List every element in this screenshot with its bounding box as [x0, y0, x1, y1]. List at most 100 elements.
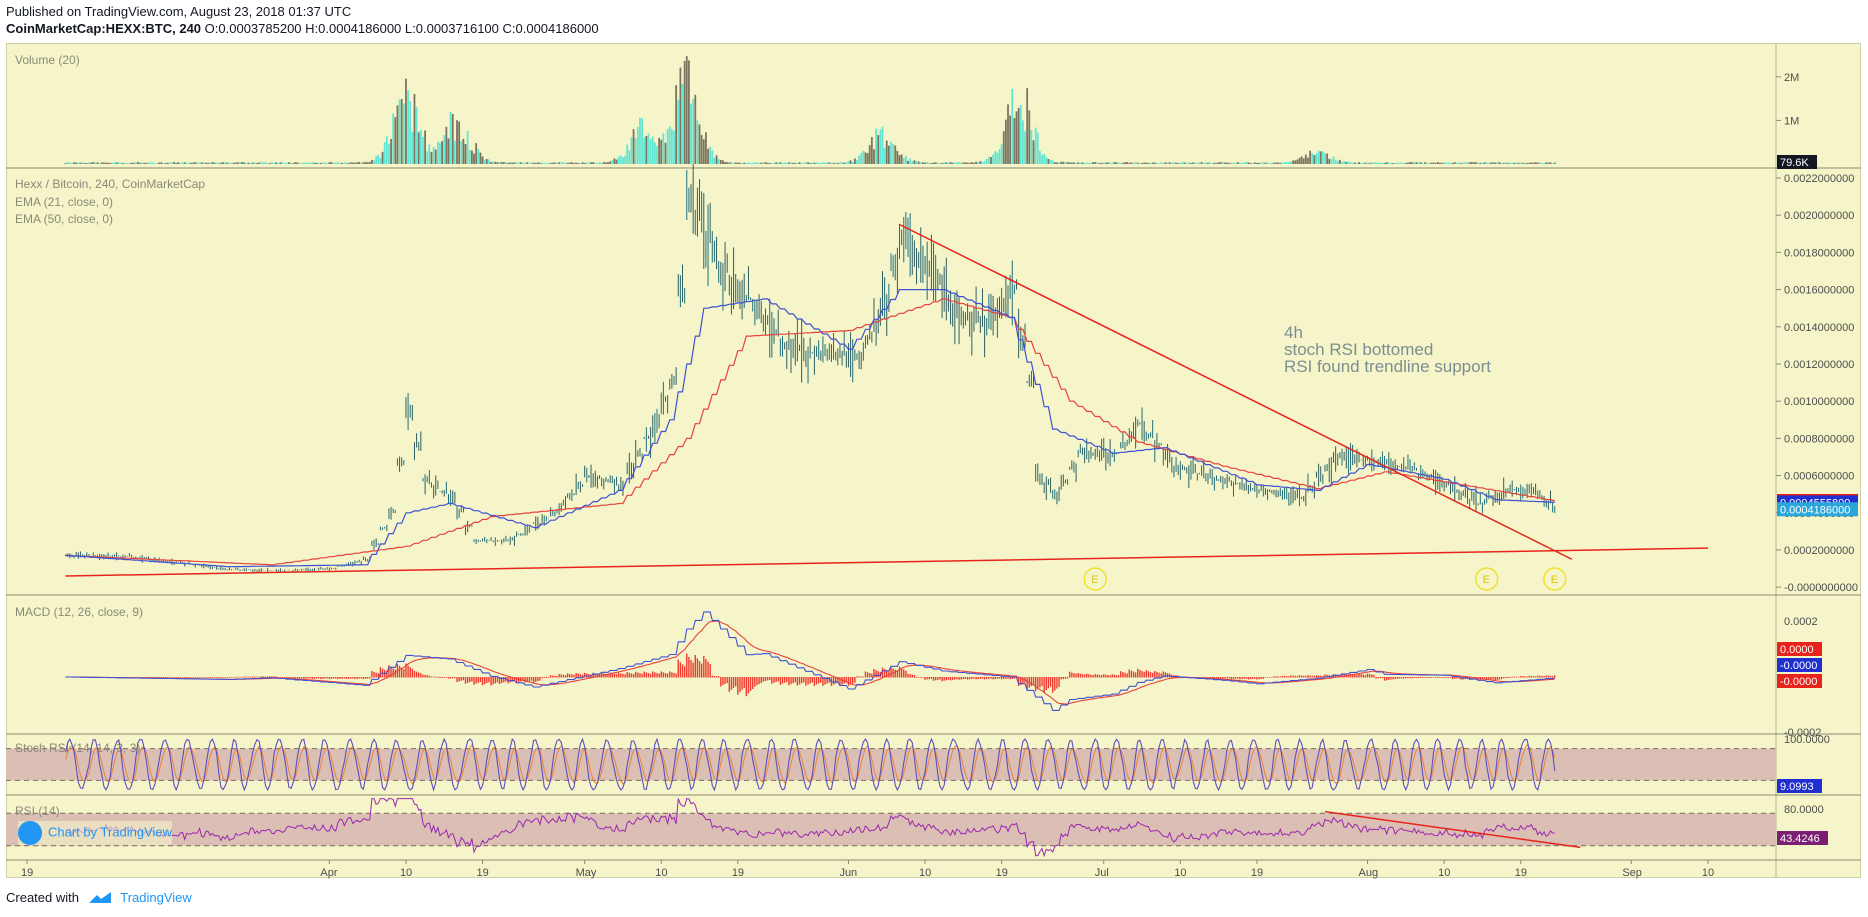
volume-bar [194, 162, 197, 164]
volume-bar [1147, 162, 1150, 164]
macd-hist-bar [1296, 676, 1299, 678]
macd-hist-bar [813, 677, 816, 686]
volume-bar [598, 162, 601, 164]
volume-bar [996, 152, 999, 164]
macd-hist-bar [758, 677, 760, 685]
volume-bar [600, 162, 603, 164]
volume-bar [219, 162, 222, 164]
macd-hist-bar [1147, 671, 1150, 678]
volume-bar [596, 162, 599, 164]
volume-bar [911, 161, 914, 164]
macd-hist-bar [269, 676, 271, 678]
macd-hist-bar [1320, 675, 1322, 678]
volume-bar [1079, 162, 1082, 164]
volume-bar [360, 162, 363, 164]
volume-bar [836, 162, 839, 164]
watermark[interactable]: Chart by TradingView [18, 821, 173, 845]
volume-bar [970, 162, 973, 164]
macd-hist-bar [847, 677, 850, 686]
macd-hist-bar [364, 677, 367, 679]
macd-hist-bar [262, 676, 265, 678]
volume-bar [1445, 162, 1448, 164]
rsi-trendline [1324, 810, 1581, 849]
volume-bar [1107, 162, 1109, 164]
macd-hist-bar [1366, 673, 1369, 678]
volume-bar [907, 160, 909, 164]
macd-hist-bar [620, 673, 622, 678]
volume-bar [798, 162, 801, 164]
volume-bar [1236, 162, 1239, 164]
volume-bar [1504, 162, 1507, 164]
macd-hist-bar [322, 677, 324, 679]
macd-hist-bar [1449, 677, 1452, 678]
macd-hist-bar [647, 673, 650, 678]
volume-bar [787, 162, 790, 164]
macd-hist-bar [1266, 677, 1269, 678]
macd-hist-bar [175, 677, 177, 678]
volume-bar [432, 147, 435, 164]
macd-hist-bar [579, 674, 582, 678]
macd-hist-bar [1156, 671, 1158, 678]
volume-bar [783, 162, 786, 164]
volume-bar [1428, 162, 1431, 164]
macd-hist-bar [975, 677, 977, 680]
macd-hist-bar [643, 671, 645, 678]
volume-bar [1058, 162, 1060, 164]
volume-bar [641, 118, 643, 164]
macd-hist-bar [1260, 677, 1262, 679]
volume-bar [1128, 162, 1131, 164]
macd-hist-bar [332, 677, 335, 679]
macd-hist-bar [956, 677, 958, 680]
volume-bar [379, 157, 382, 164]
macd-hist-bar [1111, 674, 1113, 678]
volume-bar [1487, 162, 1490, 164]
volume-bar [530, 162, 533, 164]
volume-bar [1470, 162, 1473, 164]
volume-bar [366, 162, 369, 164]
volume-bar [1553, 162, 1556, 164]
volume-bar [409, 101, 412, 164]
macd-hist-bar [709, 663, 711, 678]
volume-bar [1302, 158, 1305, 164]
volume-bar [1113, 162, 1116, 164]
macd-hist-bar [1122, 672, 1124, 678]
volume-bar [1217, 162, 1220, 164]
macd-hist-bar [824, 677, 826, 685]
volume-bar [664, 142, 667, 164]
time-tick-label: 10 [655, 867, 667, 879]
volume-bar [1438, 162, 1441, 164]
volume-bar [768, 163, 771, 164]
macd-hist-bar [1032, 677, 1035, 685]
macd-hist-bar [252, 676, 254, 678]
tradingview-watermark-icon [18, 821, 42, 845]
volume-bar [1004, 119, 1007, 164]
macd-hist-bar [1107, 675, 1109, 678]
macd-hist-bar [845, 677, 848, 683]
volume-bar [766, 162, 769, 164]
volume-bar [145, 162, 148, 164]
macd-hist-bar [764, 677, 767, 682]
macd-hist-bar [783, 677, 786, 683]
volume-bar [1143, 162, 1146, 164]
volume-bar [290, 162, 292, 164]
volume-bar [1351, 162, 1354, 164]
macd-hist-bar [1292, 675, 1294, 678]
volume-bar [1511, 162, 1514, 164]
macd-hist-bar [1164, 672, 1167, 678]
volume-bar [402, 103, 405, 164]
volume-bar [1249, 162, 1252, 164]
macd-hist-bar [258, 676, 260, 678]
tradingview-brand-link[interactable]: TradingView [120, 890, 192, 905]
macd-hist-bar [1141, 670, 1143, 678]
macd-hist-bar [266, 676, 269, 678]
volume-bar [111, 162, 114, 164]
macd-hist-bar [754, 677, 756, 687]
macd-hist-bar [209, 677, 211, 678]
volume-bar [1198, 162, 1201, 164]
stoch-value-label: 9.0993 [1780, 781, 1814, 793]
volume-bar [188, 162, 190, 164]
volume-bar [413, 94, 416, 164]
macd-hist-bar [1543, 676, 1545, 678]
macd-value-label: -0.0000 [1780, 660, 1817, 672]
